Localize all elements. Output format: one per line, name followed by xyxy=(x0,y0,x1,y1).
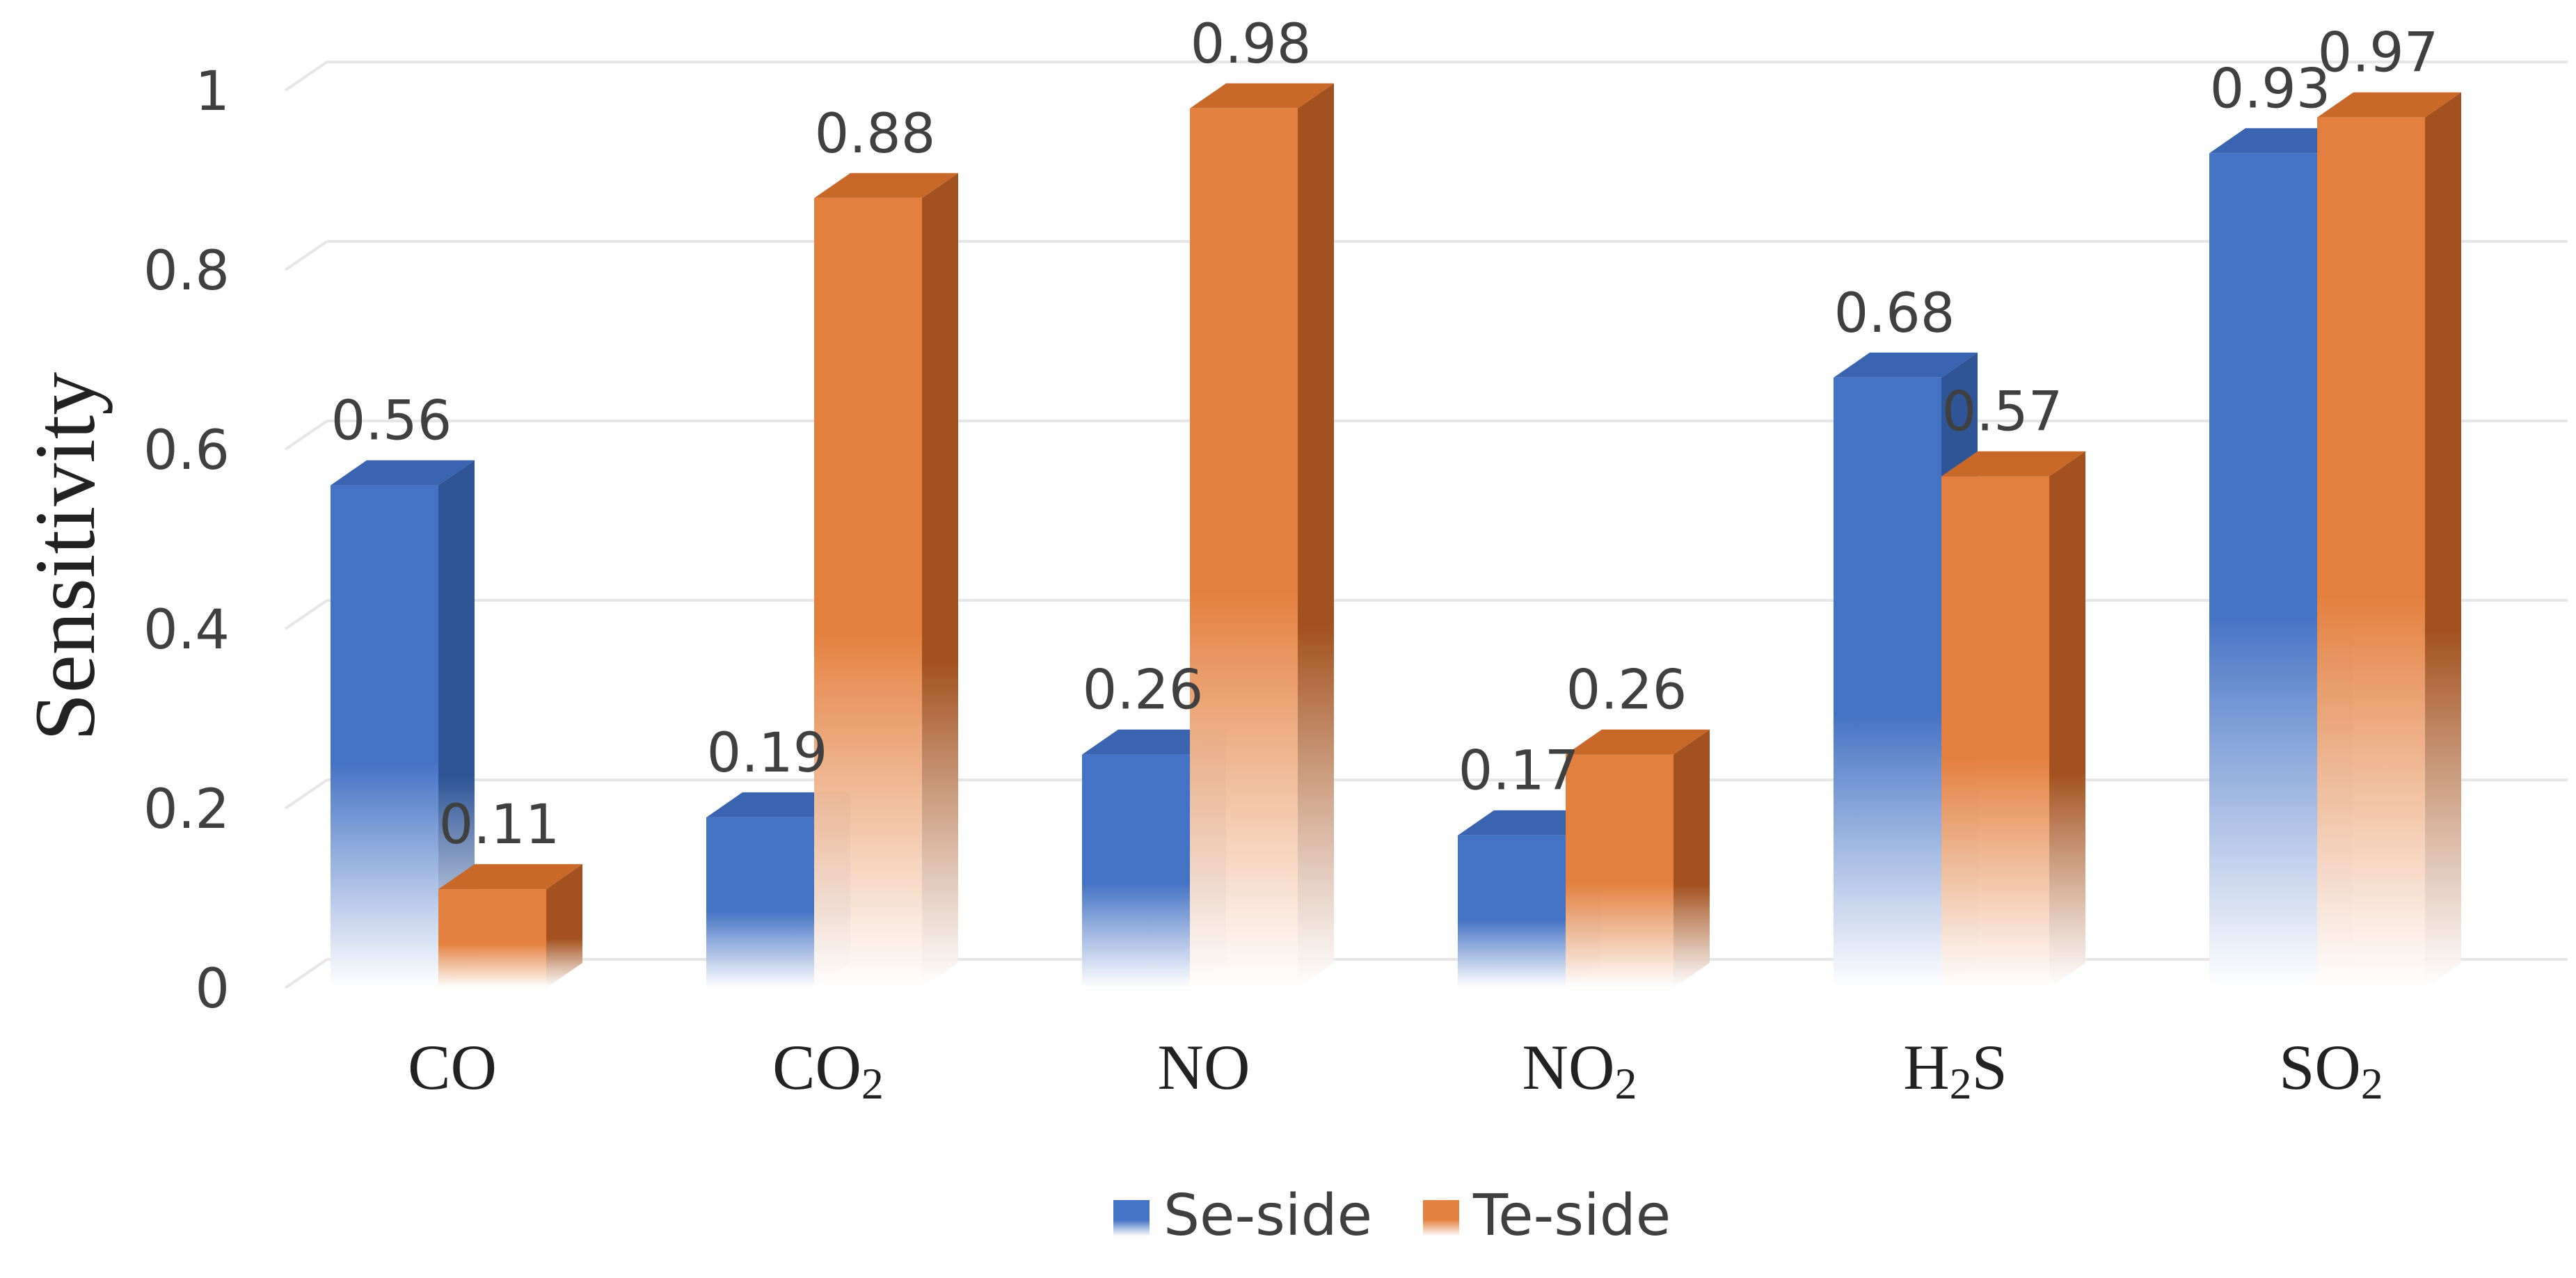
legend-swatch xyxy=(1423,1200,1459,1236)
y-tick-label: 0.8 xyxy=(143,240,230,303)
y-tick-label: 1 xyxy=(195,61,230,123)
legend-item-te-side[interactable]: Te-side xyxy=(1423,1183,1671,1249)
bar-te-side-6 xyxy=(2317,92,2461,989)
data-label-te-side: 0.11 xyxy=(439,794,560,856)
bar-front xyxy=(1190,108,1298,988)
data-label-te-side: 0.26 xyxy=(1566,660,1687,722)
data-label-te-side: 0.57 xyxy=(1942,381,2063,444)
data-label-te-side: 0.88 xyxy=(815,103,936,166)
bar-top xyxy=(814,173,958,198)
bar-side xyxy=(546,864,582,988)
data-label-te-side: 0.97 xyxy=(2318,22,2439,85)
bar-top xyxy=(1566,729,1710,755)
bar-side xyxy=(2425,92,2461,989)
gridlines xyxy=(284,61,2568,989)
x-category-label: CO xyxy=(408,1032,497,1103)
gridline-skew xyxy=(284,778,328,810)
bar-top xyxy=(331,460,475,486)
bar-front xyxy=(1082,754,1190,988)
data-label-se-side: 0.17 xyxy=(1458,740,1580,803)
bar-side xyxy=(922,173,958,988)
x-category-label: H2S xyxy=(1903,1032,2007,1108)
y-tick-label: 0 xyxy=(195,958,230,1021)
y-axis-ticks: 0 0.2 0.4 0.6 0.8 1 xyxy=(143,61,230,1021)
bar-te-side-2 xyxy=(814,173,958,988)
gridline-skew xyxy=(284,599,328,630)
bar-te-side-3 xyxy=(1190,83,1334,988)
bar-side xyxy=(2049,451,2085,988)
gridline-skew xyxy=(284,240,328,271)
bar-front xyxy=(2209,153,2317,988)
gridline-skew xyxy=(284,61,328,92)
bar-front xyxy=(331,485,438,988)
legend[interactable]: Se-side Te-side xyxy=(1113,1183,1671,1249)
bar-te-side-5 xyxy=(1941,451,2085,988)
bar-front xyxy=(1566,754,1673,988)
y-tick-label: 0.4 xyxy=(143,599,230,662)
bar-side xyxy=(438,460,475,988)
bar-top xyxy=(1190,83,1334,109)
bar-front xyxy=(438,889,546,988)
x-category-label: SO2 xyxy=(2279,1032,2383,1108)
x-category-label: NO xyxy=(1158,1032,1250,1103)
bar-front xyxy=(1834,377,1941,988)
bar-top xyxy=(1834,352,1978,378)
bar-side xyxy=(1298,83,1334,988)
gridline-skew xyxy=(284,958,328,989)
bar-side xyxy=(1673,729,1710,988)
data-label-se-side: 0.56 xyxy=(331,390,452,453)
data-label-se-side: 0.68 xyxy=(1834,282,1955,345)
y-tick-label: 0.6 xyxy=(143,420,230,482)
bar-top xyxy=(2317,92,2461,118)
bar-front xyxy=(2317,117,2425,989)
gridline-skew xyxy=(284,420,328,451)
data-label-te-side: 0.98 xyxy=(1191,13,1312,76)
legend-label: Te-side xyxy=(1472,1183,1671,1249)
bar-front xyxy=(814,198,922,988)
bar-te-side-1 xyxy=(438,864,582,988)
data-label-se-side: 0.19 xyxy=(707,722,828,785)
x-axis-categories: CO CO2 NO NO2 H2S SO2 xyxy=(408,1032,2383,1108)
y-tick-label: 0.2 xyxy=(143,778,230,841)
bar-se-side-1 xyxy=(331,460,475,988)
bar-front xyxy=(1458,835,1566,988)
x-category-label: NO2 xyxy=(1522,1032,1637,1108)
x-category-label: CO2 xyxy=(772,1032,884,1108)
bar-te-side-4 xyxy=(1566,729,1710,988)
data-label-se-side: 0.93 xyxy=(2210,58,2331,120)
y-axis-title: Sensitivity xyxy=(17,372,113,742)
legend-swatch xyxy=(1113,1200,1150,1236)
legend-item-se-side[interactable]: Se-side xyxy=(1113,1183,1372,1249)
bar-front xyxy=(1941,476,2049,988)
bars xyxy=(331,83,2461,989)
legend-label: Se-side xyxy=(1163,1183,1372,1249)
data-labels: 0.56 0.11 0.19 0.88 0.26 0.98 0.17 0.26 0.68 0.57… xyxy=(331,13,2439,856)
bar-top xyxy=(438,864,582,890)
bar-front xyxy=(706,817,814,988)
bar-top xyxy=(1941,451,2085,477)
data-label-se-side: 0.26 xyxy=(1083,660,1204,722)
